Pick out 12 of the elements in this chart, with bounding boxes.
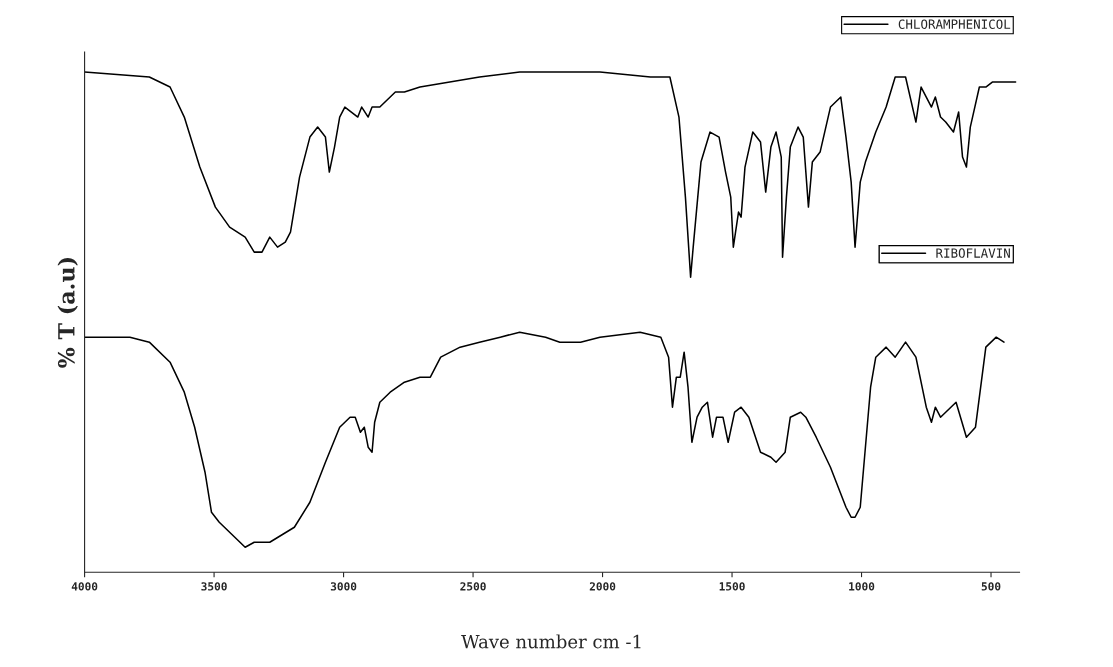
x-tick-label: 3500: [201, 582, 227, 591]
legend-label: CHLORAMPHENICOL: [898, 19, 1011, 29]
x-tick-label: 1000: [849, 582, 875, 591]
x-tick-label: 1500: [719, 582, 745, 591]
x-tick-label: 500: [981, 582, 1001, 591]
y-axis-title: % T (a.u): [57, 258, 78, 368]
legend-label: RIBOFLAVIN: [936, 248, 1010, 258]
x-tick-label: 4000: [71, 582, 98, 591]
x-tick-label: 3000: [330, 582, 357, 591]
x-tick-label: 2500: [460, 582, 486, 591]
x-axis-title: Wave number cm -1: [461, 634, 641, 649]
x-tick-label: 2000: [589, 582, 616, 591]
